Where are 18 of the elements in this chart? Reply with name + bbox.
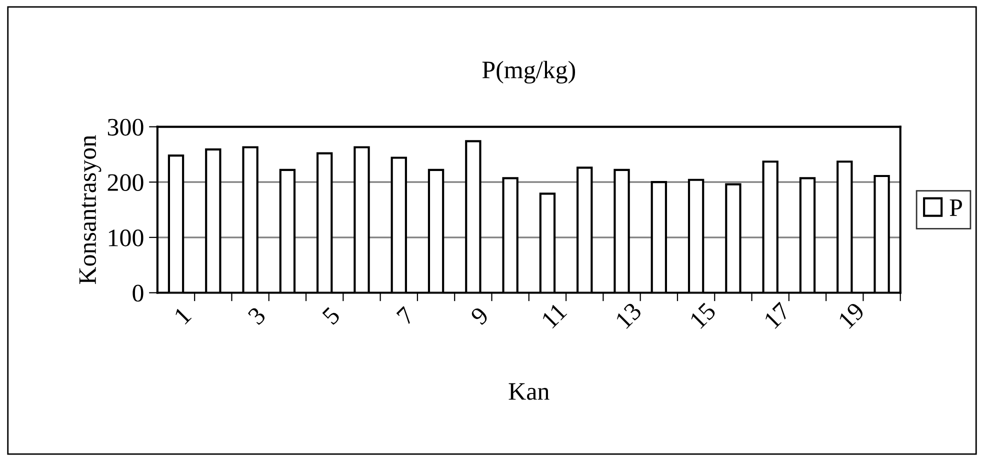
y-tick-label: 0 [132, 284, 144, 302]
x-tick-label: 15 [689, 302, 717, 330]
x-tick-label: 5 [322, 306, 341, 326]
y-tick-label: 100 [108, 229, 144, 246]
x-tick-label: 19 [838, 302, 866, 330]
x-tick-label: 17 [764, 302, 791, 329]
chart-title: P(mg/kg) [482, 60, 576, 84]
x-tick-label: 13 [615, 302, 642, 330]
y-tick-label: 200 [108, 174, 144, 192]
y-axis-title: Konsantrasyon [79, 135, 102, 284]
x-tick-label: 7 [396, 306, 416, 325]
x-tick-label: 11 [541, 302, 568, 329]
x-axis-title: Kan [508, 383, 550, 400]
x-tick-label: 3 [247, 306, 266, 326]
y-tick-label: 300 [108, 118, 144, 136]
x-tick-label: 9 [470, 306, 490, 326]
legend-label: P [950, 199, 962, 216]
x-tick-label: 1 [174, 306, 192, 324]
